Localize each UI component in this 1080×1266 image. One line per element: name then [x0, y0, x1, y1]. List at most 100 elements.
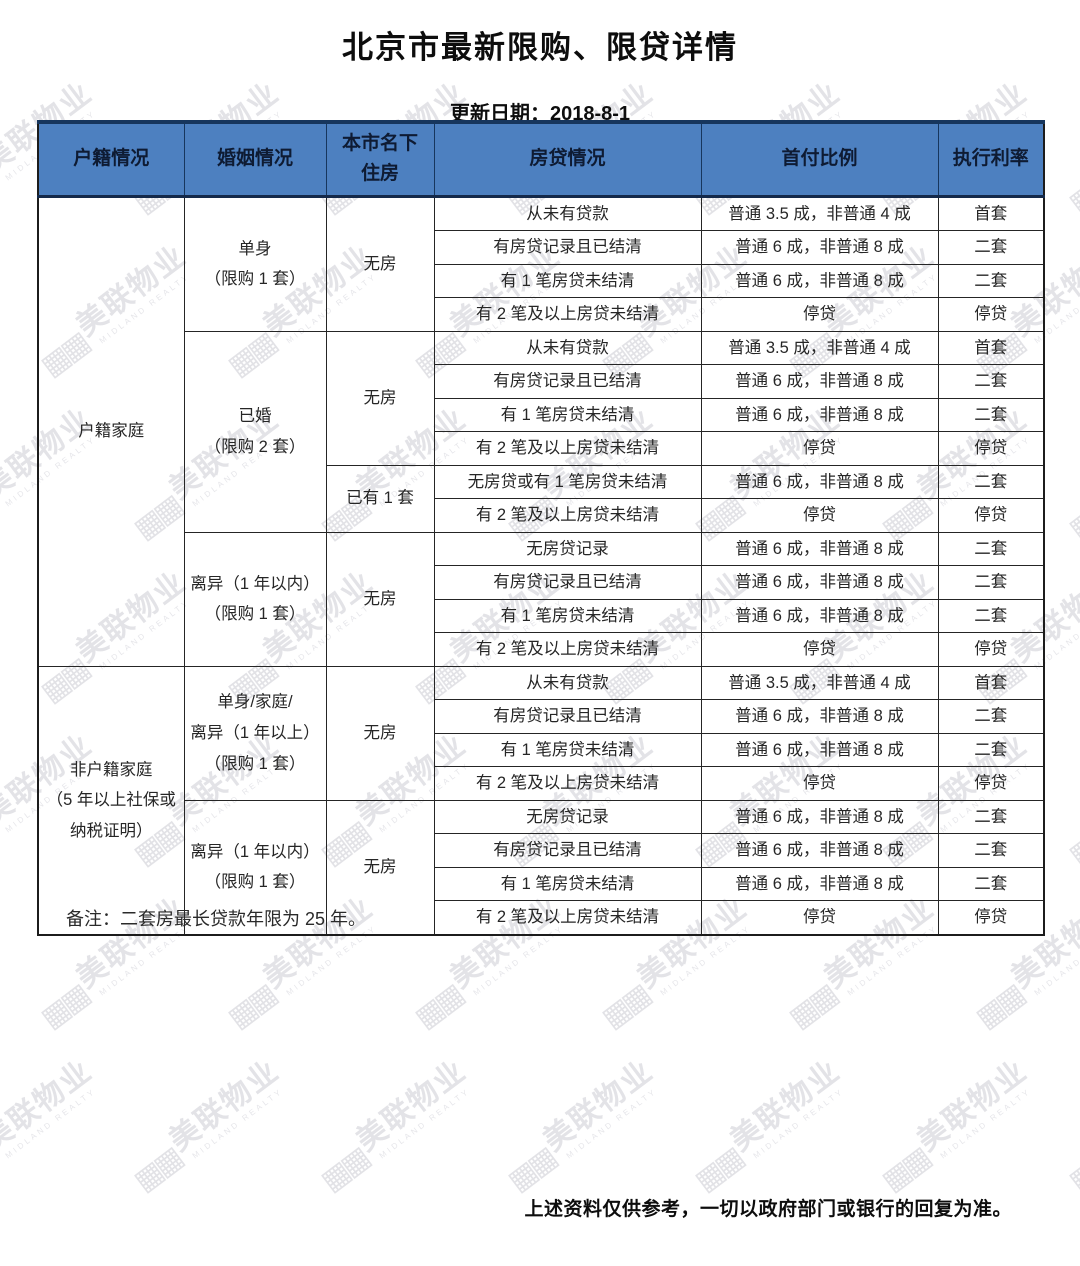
interest-rate-cell: 二套 [937, 263, 1045, 299]
loan-history-cell: 无房贷记录 [433, 531, 702, 567]
interest-rate-cell: 停贷 [937, 766, 1045, 801]
downpayment-ratio-cell: 普通 3.5 成，非普通 4 成 [700, 195, 939, 232]
loan-history-cell: 从未有贷款 [433, 330, 702, 366]
column-header-housing: 本市名下 住房 [325, 121, 435, 198]
table-row-10: 有 2 笔及以上房贷未结清 停贷 停贷 [38, 498, 1045, 533]
downpayment-ratio-cell: 普通 6 成，非普通 8 成 [700, 598, 939, 634]
policy-table-header: 户籍情况 婚姻情况 本市名下 住房 房贷情况 首付比例 执行利率 [37, 121, 1045, 198]
loan-history-cell: 有 1 笔房贷未结清 [433, 598, 702, 634]
downpayment-ratio-cell: 普通 6 成，非普通 8 成 [700, 799, 939, 835]
midland-logo-icon: ▦▦ [969, 979, 1029, 1036]
downpayment-ratio-cell: 停贷 [700, 498, 939, 533]
midland-logo-icon: ▦▦ [408, 979, 468, 1036]
table-row-21: 有 1 笔房贷未结清 普通 6 成，非普通 8 成二套 [38, 866, 1045, 902]
loan-history-cell: 有 1 笔房贷未结清 [433, 866, 702, 902]
interest-rate-cell: 首套 [937, 665, 1045, 701]
table-row-15: 非户籍家庭 （5 年以上社保或 纳税证明） 单身/家庭/ 离异（1 年以上） （限… [37, 665, 1045, 936]
loan-history-cell: 有 1 笔房贷未结清 [433, 732, 702, 768]
table-row-1: 户籍家庭 单身 （限购 1 套） 无房 从未有贷款 普通 3.5 成，非普通 4 成首套 [37, 195, 1045, 667]
table-row-19: 离异（1 年以内） （限购 1 套） 无房 无房贷记录 普通 6 成，非普通 8 成二… [38, 799, 1045, 936]
column-header-rate: 执行利率 [937, 121, 1045, 198]
owned-housing-cell: 无房 [325, 330, 435, 466]
interest-rate-cell: 二套 [937, 364, 1045, 399]
midland-logo-icon: ▦▦ [34, 979, 94, 1036]
loan-history-cell: 从未有贷款 [433, 195, 702, 232]
table-row-16: 有房贷记录且已结清 普通 6 成，非普通 8 成二套 [38, 699, 1045, 734]
loan-history-cell: 无房贷记录 [433, 799, 702, 835]
table-row-9: 已有 1 套无房贷或有 1 笔房贷未结清 普通 6 成，非普通 8 成二套 [38, 464, 1045, 533]
table-row-17: 有 1 笔房贷未结清 普通 6 成，非普通 8 成二套 [38, 732, 1045, 768]
table-row-5: 已婚 （限购 2 套） 无房 从未有贷款 普通 3.5 成，非普通 4 成首套 [38, 330, 1045, 533]
interest-rate-cell: 二套 [937, 833, 1045, 868]
midland-logo-icon: ▦▦ [221, 979, 281, 1036]
interest-rate-cell: 二套 [937, 230, 1045, 265]
column-header-hukou: 户籍情况 [37, 121, 185, 198]
column-header-loan: 房贷情况 [433, 121, 702, 198]
loan-history-cell: 有 2 笔及以上房贷未结清 [433, 431, 702, 466]
downpayment-ratio-cell: 停贷 [700, 766, 939, 801]
downpayment-ratio-cell: 停贷 [700, 900, 939, 936]
interest-rate-cell: 二套 [937, 464, 1045, 500]
marriage-status-cell: 单身 （限购 1 套） [183, 195, 327, 332]
downpayment-ratio-cell: 停贷 [700, 297, 939, 332]
midland-logo-icon: ▦▦ [875, 1142, 935, 1199]
interest-rate-cell: 停贷 [937, 297, 1045, 332]
midland-logo-icon: ▦▦ [688, 1142, 748, 1199]
downpayment-ratio-cell: 普通 6 成，非普通 8 成 [700, 732, 939, 768]
interest-rate-cell: 二套 [937, 565, 1045, 600]
owned-housing-cell: 无房 [325, 531, 435, 667]
downpayment-ratio-cell: 普通 6 成，非普通 8 成 [700, 397, 939, 433]
downpayment-ratio-cell: 普通 3.5 成，非普通 4 成 [700, 665, 939, 701]
interest-rate-cell: 首套 [937, 195, 1045, 232]
column-header-marriage: 婚姻情况 [183, 121, 327, 198]
interest-rate-cell: 二套 [937, 699, 1045, 734]
loan-history-cell: 有房贷记录且已结清 [433, 230, 702, 265]
table-row-12: 有房贷记录且已结清 普通 6 成，非普通 8 成二套 [38, 565, 1045, 600]
downpayment-ratio-cell: 普通 6 成，非普通 8 成 [700, 464, 939, 500]
interest-rate-cell: 二套 [937, 799, 1045, 835]
midland-logo-icon: ▦▦ [1062, 164, 1080, 221]
midland-logo-icon: ▦▦ [595, 979, 655, 1036]
interest-rate-cell: 二套 [937, 866, 1045, 902]
table-row-22: 有 2 笔及以上房贷未结清 停贷 停贷 [38, 900, 1045, 936]
column-header-downpayment: 首付比例 [700, 121, 939, 198]
interest-rate-cell: 二套 [937, 397, 1045, 433]
marriage-status-cell: 单身/家庭/ 离异（1 年以上） （限购 1 套） [183, 665, 327, 801]
loan-history-cell: 从未有贷款 [433, 665, 702, 701]
downpayment-ratio-cell: 普通 3.5 成，非普通 4 成 [700, 330, 939, 366]
loan-history-cell: 有 2 笔及以上房贷未结清 [433, 900, 702, 936]
table-row-14: 有 2 笔及以上房贷未结清 停贷 停贷 [38, 632, 1045, 667]
loan-history-cell: 有房贷记录且已结清 [433, 833, 702, 868]
interest-rate-cell: 停贷 [937, 431, 1045, 466]
loan-history-cell: 有房贷记录且已结清 [433, 699, 702, 734]
policy-table: 户籍情况 婚姻情况 本市名下 住房 房贷情况 首付比例 执行利率 户籍家庭 单身 （限购 1… [37, 120, 1045, 936]
table-row-8: 有 2 笔及以上房贷未结清 停贷 停贷 [38, 431, 1045, 466]
downpayment-ratio-cell: 停贷 [700, 431, 939, 466]
downpayment-ratio-cell: 普通 6 成，非普通 8 成 [700, 699, 939, 734]
owned-housing-cell: 无房 [325, 799, 435, 936]
downpayment-ratio-cell: 普通 6 成，非普通 8 成 [700, 565, 939, 600]
downpayment-ratio-cell: 普通 6 成，非普通 8 成 [700, 531, 939, 567]
table-row-7: 有 1 笔房贷未结清 普通 6 成，非普通 8 成二套 [38, 397, 1045, 433]
midland-logo-icon: ▦▦ [127, 1142, 187, 1199]
interest-rate-cell: 停贷 [937, 498, 1045, 533]
table-row-20: 有房贷记录且已结清 普通 6 成，非普通 8 成二套 [38, 833, 1045, 868]
downpayment-ratio-cell: 普通 6 成，非普通 8 成 [700, 833, 939, 868]
downpayment-ratio-cell: 普通 6 成，非普通 8 成 [700, 230, 939, 265]
table-row-18: 有 2 笔及以上房贷未结清 停贷 停贷 [38, 766, 1045, 801]
loan-history-cell: 有 2 笔及以上房贷未结清 [433, 498, 702, 533]
loan-history-cell: 有房贷记录且已结清 [433, 364, 702, 399]
loan-history-cell: 有 2 笔及以上房贷未结清 [433, 297, 702, 332]
interest-rate-cell: 首套 [937, 330, 1045, 366]
disclaimer-text: 上述资料仅供参考，一切以政府部门或银行的回复为准。 [524, 1199, 1012, 1220]
hukou-status-cell: 户籍家庭 [37, 195, 185, 667]
loan-history-cell: 无房贷或有 1 笔房贷未结清 [433, 464, 702, 500]
interest-rate-cell: 停贷 [937, 900, 1045, 936]
midland-logo-icon: ▦▦ [314, 1142, 374, 1199]
